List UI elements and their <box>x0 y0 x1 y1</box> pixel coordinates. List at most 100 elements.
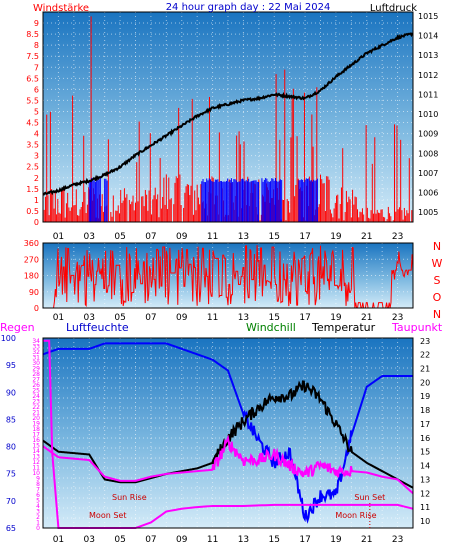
rain-tick-label: 27 <box>32 376 40 383</box>
pressure-tick-label: 1005 <box>418 208 438 217</box>
pressure-tick-label: 1010 <box>418 110 438 119</box>
wind-tick-label: 6 <box>34 85 39 94</box>
rain-tick-label: 12 <box>32 459 40 466</box>
x-tick-label: 01 <box>53 313 64 323</box>
x-tick-label: 19 <box>330 232 342 242</box>
temperature-tick-label: 22 <box>420 351 430 360</box>
temperature-tick-label: 20 <box>420 378 430 387</box>
x-tick-label: 11 <box>207 313 218 323</box>
series-line <box>42 342 413 524</box>
x-tick-label: 09 <box>176 535 188 545</box>
compass-label: N <box>433 240 441 253</box>
wind-tick-label: 3.5 <box>26 141 39 150</box>
rain-tick-label: 2 <box>36 514 40 521</box>
wind-direction-x-ticks: 01 03 05 07 09 11 13 15 17 19 21 23 <box>53 313 404 323</box>
rain-tick-label: 11 <box>32 464 40 471</box>
wind-tick-label: 5.5 <box>26 96 39 105</box>
temperature-tick-label: 18 <box>420 406 430 415</box>
temperature-tick-label: 21 <box>420 365 430 374</box>
temperature-tick-label: 23 <box>420 337 430 346</box>
rain-tick-label: 18 <box>32 426 40 433</box>
rain-tick-label: 20 <box>32 415 40 422</box>
rain-tick-label: 14 <box>32 448 40 455</box>
x-tick-label: 15 <box>269 313 280 323</box>
rain-tick-label: 13 <box>32 453 40 460</box>
rain-tick-label: 19 <box>32 420 40 427</box>
rain-tick-label: 7 <box>36 486 40 493</box>
legend-item: Regen <box>0 321 35 334</box>
temperature-tick-label: 12 <box>420 489 430 498</box>
pressure-tick-label: 1009 <box>418 130 438 139</box>
x-tick-label: 17 <box>299 313 310 323</box>
direction-tick-label: 270 <box>24 255 39 264</box>
humidity-tick-label: 70 <box>6 497 16 506</box>
wind-tick-label: 4.5 <box>26 119 39 128</box>
x-tick-label: 01 <box>53 535 64 545</box>
x-tick-label: 01 <box>53 232 64 242</box>
pressure-series <box>42 32 414 196</box>
chart-title: 24 hour graph day : 22 Mai 2024 <box>166 2 331 13</box>
legend-item: Luftfeuchte <box>66 321 129 334</box>
wind-tick-label: 3 <box>34 152 39 161</box>
x-tick-label: 07 <box>145 313 156 323</box>
wind-tick-label: 0.5 <box>26 207 39 216</box>
pressure-tick-label: 1008 <box>418 149 438 158</box>
wind-axis-label: Windstärke <box>33 3 89 14</box>
rain-tick-label: 4 <box>36 503 40 510</box>
rain-tick-label: 17 <box>32 431 40 438</box>
pressure-tick-label: 1014 <box>418 32 438 41</box>
pressure-tick-label: 1007 <box>418 169 438 178</box>
rain-tick-label: 29 <box>32 365 40 372</box>
compass-label: W <box>432 257 443 270</box>
temperature-tick-label: 14 <box>420 462 430 471</box>
x-tick-label: 23 <box>392 313 403 323</box>
rain-tick-label: 9 <box>36 475 40 482</box>
humidity-tick-label: 75 <box>6 470 16 479</box>
wind-tick-label: 9 <box>34 19 39 28</box>
humidity-tick-label: 80 <box>6 443 16 452</box>
sun-rise-label: Sun Rise <box>112 493 147 502</box>
wind-tick-label: 2.5 <box>26 163 39 172</box>
temp-humidity-series <box>42 339 414 529</box>
rain-tick-label: 30 <box>32 360 40 367</box>
legend-item: Windchill <box>246 321 296 334</box>
rain-axis-ticks: 0123456789101112131415161718192021222324… <box>32 338 40 532</box>
humidity-tick-label: 90 <box>6 388 16 397</box>
humidity-axis-ticks: 65 70 75 80 85 90 95 100 <box>1 334 16 533</box>
pressure-tick-label: 1013 <box>418 51 438 60</box>
pressure-axis-label: Luftdruck <box>370 3 417 14</box>
wind-tick-label: 7 <box>34 63 39 72</box>
x-tick-label: 13 <box>238 313 249 323</box>
temperature-tick-label: 15 <box>420 448 430 457</box>
rain-tick-label: 0 <box>36 525 40 532</box>
pressure-tick-label: 1015 <box>418 12 438 21</box>
rain-tick-label: 22 <box>32 404 40 411</box>
x-tick-label: 21 <box>361 535 372 545</box>
x-tick-label: 03 <box>84 313 95 323</box>
wind-tick-label: 6.5 <box>26 74 39 83</box>
x-tick-label: 05 <box>114 313 125 323</box>
rain-tick-label: 28 <box>32 371 40 378</box>
x-tick-label: 07 <box>145 535 156 545</box>
rain-tick-label: 3 <box>36 508 40 515</box>
humidity-tick-label: 65 <box>6 524 16 533</box>
x-tick-label: 03 <box>84 232 95 242</box>
wind-tick-label: 4 <box>34 130 39 139</box>
direction-tick-label: 0 <box>34 304 39 313</box>
wind-pressure-grid <box>43 12 413 222</box>
wind-tick-label: 5 <box>34 107 39 116</box>
moon-rise-label: Moon Rise <box>335 511 376 520</box>
temperature-tick-label: 13 <box>420 475 430 484</box>
x-tick-label: 15 <box>269 232 280 242</box>
compass-label: N <box>433 308 441 321</box>
compass-label: O <box>433 291 442 304</box>
rain-tick-label: 8 <box>36 481 40 488</box>
x-tick-label: 03 <box>84 535 95 545</box>
x-tick-label: 13 <box>238 535 249 545</box>
wind-direction-line <box>43 245 414 309</box>
temp-humidity-grid <box>43 338 413 528</box>
x-tick-label: 23 <box>392 232 403 242</box>
wind-tick-label: 2 <box>34 174 39 183</box>
x-tick-label: 21 <box>361 232 372 242</box>
